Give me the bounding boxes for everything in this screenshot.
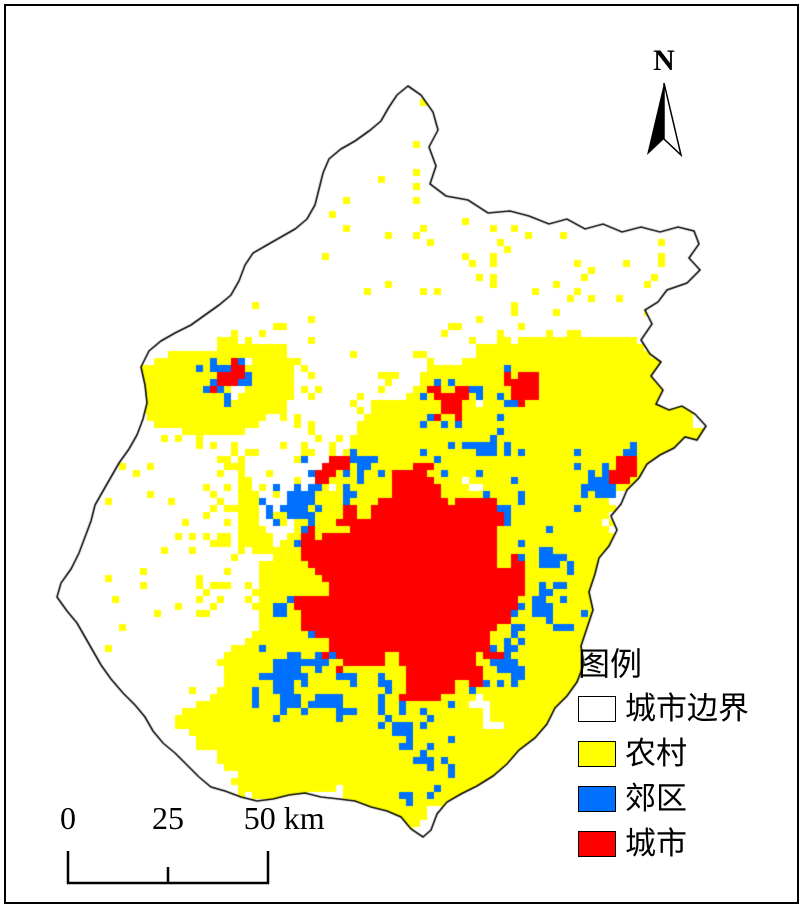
legend-swatch-suburban <box>578 785 616 812</box>
legend-item-urban: 城市 <box>578 826 749 862</box>
legend-item-rural: 农村 <box>578 736 749 772</box>
legend-item-suburban: 郊区 <box>578 781 749 817</box>
legend-label-rural: 农村 <box>625 736 687 772</box>
legend-label-suburban: 郊区 <box>625 781 687 817</box>
legend-swatch-urban <box>578 830 616 857</box>
scale-label-0: 0 <box>60 800 76 836</box>
legend-swatch-rural <box>578 740 616 767</box>
scale-label-25: 25 <box>152 800 184 836</box>
legend-title: 图例 <box>578 646 643 682</box>
legend-swatch-city-boundary <box>578 695 616 722</box>
legend: 图例 城市边界 农村 郊区 城市 <box>578 646 749 875</box>
north-arrow-icon <box>647 82 683 158</box>
scale-label-50: 50 km <box>243 800 325 836</box>
legend-label-urban: 城市 <box>625 826 687 862</box>
scale-bar: 0 25 50 km <box>55 800 385 895</box>
legend-label-city-boundary: 城市边界 <box>625 691 749 727</box>
legend-item-city-boundary: 城市边界 <box>578 691 749 727</box>
north-arrow: N <box>632 44 696 164</box>
north-label: N <box>653 44 675 77</box>
scale-bar-ruler <box>66 851 270 885</box>
